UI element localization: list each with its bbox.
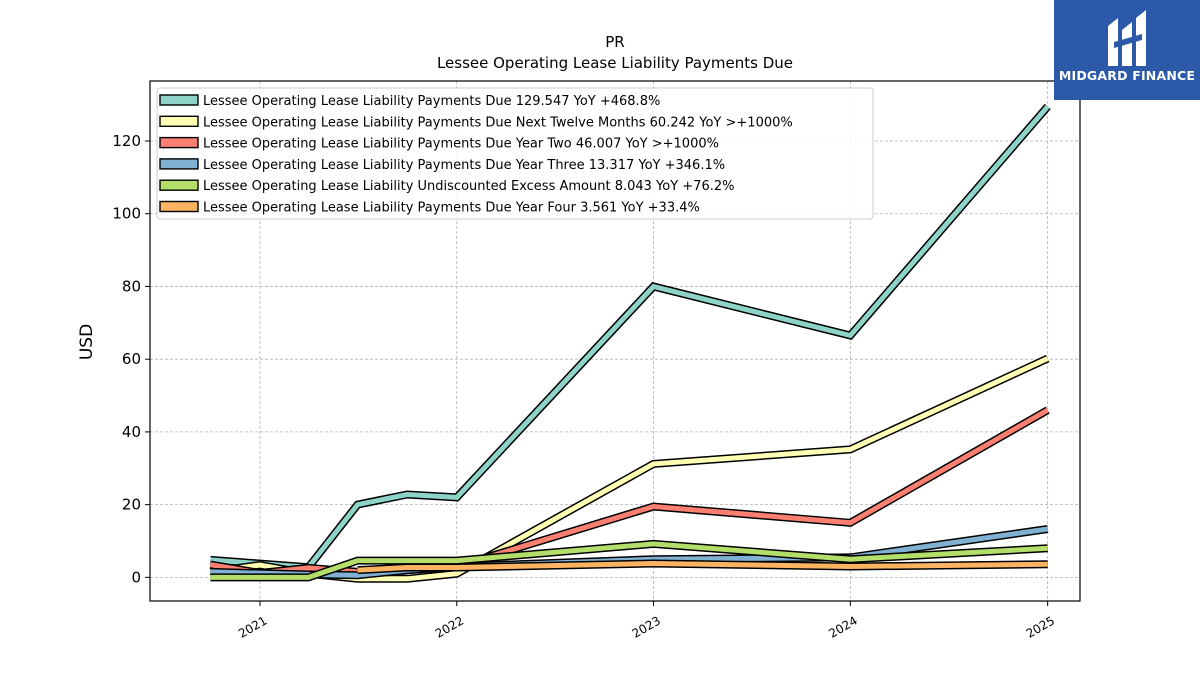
chart-title: PR bbox=[605, 33, 624, 51]
legend-label-1: Lessee Operating Lease Liability Payment… bbox=[203, 94, 660, 109]
y-tick-label: 60 bbox=[122, 350, 141, 368]
x-tick-label: 2023 bbox=[630, 613, 663, 640]
y-tick-label: 80 bbox=[122, 277, 141, 295]
legend-label-5: Lessee Operating Lease Liability Undisco… bbox=[203, 179, 734, 194]
legend-swatch-4 bbox=[159, 158, 199, 170]
series-line-1 bbox=[210, 104, 1050, 570]
brand-name: MIDGARD FINANCE bbox=[1058, 68, 1196, 83]
legend-swatch-2 bbox=[159, 115, 199, 128]
legend-label-4: Lessee Operating Lease Liability Payment… bbox=[203, 158, 725, 173]
legend-label-2: Lessee Operating Lease Liability Payment… bbox=[203, 115, 793, 130]
legend-label-3: Lessee Operating Lease Liability Payment… bbox=[203, 137, 719, 152]
y-tick-label: 120 bbox=[112, 132, 141, 150]
y-tick-label: 40 bbox=[122, 423, 141, 441]
y-tick-label: 0 bbox=[131, 568, 141, 586]
legend: Lessee Operating Lease Liability Payment… bbox=[156, 87, 874, 220]
legend-swatch-1 bbox=[159, 94, 199, 106]
legend-swatch-5 bbox=[159, 179, 199, 191]
brand-logo: MIDGARD FINANCE bbox=[1054, 0, 1200, 100]
legend-box bbox=[156, 87, 874, 220]
plot-frame bbox=[149, 80, 1081, 602]
y-axis-label: USD bbox=[77, 324, 97, 360]
chart-subtitle: Lessee Operating Lease Liability Payment… bbox=[437, 54, 793, 72]
series-line-5 bbox=[210, 541, 1048, 580]
x-tick-label: 2021 bbox=[236, 613, 269, 640]
x-tick-label: 2025 bbox=[1024, 613, 1057, 640]
y-tick-label: 100 bbox=[112, 205, 141, 223]
legend-swatch-3 bbox=[159, 136, 199, 149]
brand-mark-icon bbox=[1108, 10, 1146, 66]
legend-swatch-6 bbox=[159, 200, 199, 213]
x-tick-label: 2024 bbox=[826, 613, 859, 640]
series-line-6 bbox=[357, 560, 1048, 573]
legend-label-6: Lessee Operating Lease Liability Payment… bbox=[203, 201, 700, 216]
y-tick-label: 20 bbox=[122, 496, 141, 514]
series-lines bbox=[209, 103, 1051, 583]
x-tick-label: 2022 bbox=[433, 613, 466, 640]
